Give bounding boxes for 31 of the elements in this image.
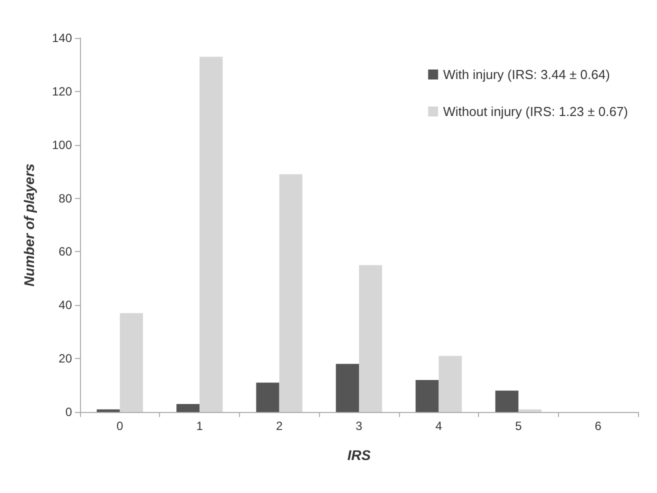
y-tick-label: 100 [52,138,72,152]
y-tick-label: 40 [58,298,72,312]
bar [279,174,302,412]
x-tick-label: 4 [435,419,442,433]
y-axis-title: Number of players [21,163,37,286]
y-tick-label: 80 [58,191,72,206]
x-axis-title: IRS [347,447,372,463]
x-tick-label: 2 [276,419,283,433]
bar [120,313,143,412]
x-tick-label: 0 [116,419,124,433]
x-tick-label: 6 [594,419,602,433]
y-tick-label: 0 [65,405,72,419]
bar [495,390,518,412]
bar [416,380,439,412]
bar [438,356,462,412]
bar [518,409,542,412]
x-tick-label: 1 [196,419,204,433]
legend-label: With injury (IRS: 3.44 ± 0.64) [443,67,610,82]
y-tick-label: 120 [52,84,72,98]
legend-label: Without injury (IRS: 1.23 ± 0.67) [443,104,628,119]
y-tick-label: 60 [58,244,72,259]
x-tick-label: 3 [356,419,363,433]
bar [336,364,359,412]
y-tick-label: 140 [52,31,72,45]
bar [359,265,382,412]
x-tick-label: 5 [515,419,522,433]
bar [176,404,200,412]
bar [200,56,223,412]
bar [96,409,120,412]
y-tick-label: 20 [58,352,72,366]
bar [256,382,280,412]
